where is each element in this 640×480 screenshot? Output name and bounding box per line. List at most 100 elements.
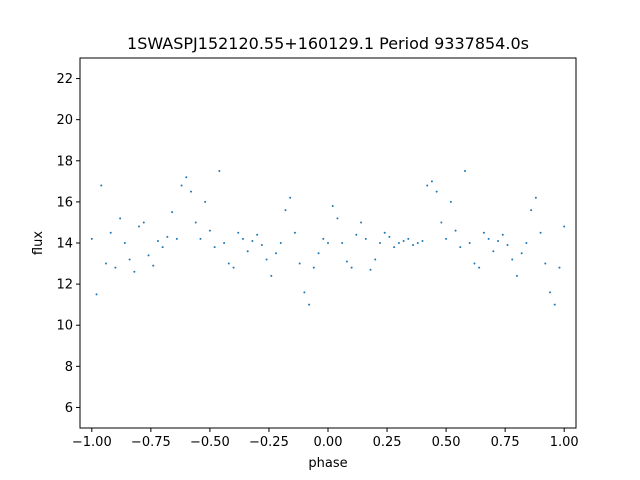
data-point	[364, 237, 367, 240]
data-point	[312, 266, 315, 269]
data-point	[530, 209, 533, 212]
y-tick-label: 8	[65, 360, 73, 375]
data-point	[147, 254, 150, 257]
data-point	[440, 221, 443, 224]
data-point	[128, 258, 131, 261]
data-point	[445, 237, 448, 240]
x-tick-label: 0.25	[373, 435, 402, 450]
data-point	[407, 237, 410, 240]
data-point	[322, 237, 325, 240]
data-point	[90, 237, 93, 240]
data-point	[378, 242, 381, 244]
data-point	[331, 205, 334, 207]
data-point	[426, 184, 429, 187]
data-point	[199, 237, 202, 240]
y-tick-label: 20	[56, 113, 73, 128]
data-point	[95, 293, 98, 296]
data-point	[430, 180, 433, 183]
data-point	[138, 225, 141, 228]
data-point	[317, 252, 320, 255]
data-point	[241, 237, 244, 240]
data-point	[185, 176, 188, 179]
data-point	[166, 235, 169, 238]
data-point	[298, 262, 301, 265]
data-point	[218, 170, 221, 173]
data-point	[114, 266, 117, 269]
data-point	[435, 190, 438, 193]
y-tick-label: 6	[65, 401, 73, 416]
x-tick-label: 0.75	[491, 435, 520, 450]
data-point	[360, 221, 363, 224]
x-tick-label: 1.00	[550, 435, 579, 450]
data-point	[449, 200, 452, 203]
data-point	[171, 211, 174, 214]
data-point	[534, 196, 537, 199]
data-point	[133, 270, 136, 273]
data-point	[303, 291, 306, 294]
data-point	[232, 266, 235, 269]
data-point	[544, 262, 547, 265]
data-point	[492, 250, 495, 253]
x-axis-ticks: −1.00 −0.75 −0.50 −0.25 0.00 0.25 0.50 0.75 1.00	[72, 428, 579, 450]
data-point	[341, 242, 344, 244]
y-tick-label: 14	[56, 237, 73, 252]
data-point	[260, 244, 263, 247]
x-tick-label: 0.50	[432, 435, 461, 450]
data-point	[553, 303, 556, 306]
data-point	[393, 246, 396, 249]
data-point	[336, 217, 339, 220]
y-axis-label: flux	[31, 231, 46, 255]
data-point	[558, 266, 561, 269]
data-point	[279, 242, 282, 244]
data-point	[525, 242, 528, 244]
data-point	[104, 262, 107, 265]
data-point	[190, 190, 193, 193]
data-point	[506, 244, 509, 247]
plot-frame	[79, 57, 577, 429]
y-tick-label: 22	[56, 72, 73, 87]
data-point	[251, 239, 254, 242]
data-point	[459, 246, 462, 249]
data-point	[208, 229, 211, 232]
data-point	[478, 266, 481, 269]
data-point	[454, 229, 457, 232]
data-point	[246, 250, 249, 253]
data-point	[487, 237, 490, 240]
data-point	[511, 258, 514, 261]
data-point	[421, 239, 424, 242]
data-point	[355, 233, 358, 236]
data-point	[345, 260, 348, 263]
y-axis-ticks: 6 8 10 12 14 16 18 20 22	[56, 72, 80, 416]
data-point	[152, 264, 155, 267]
data-point	[213, 246, 216, 249]
chart-title: 1SWASPJ152120.55+160129.1 Period 9337854…	[127, 34, 529, 53]
data-point	[175, 237, 178, 240]
data-point	[265, 258, 268, 261]
y-tick-label: 10	[56, 319, 73, 334]
x-tick-label: −0.75	[131, 435, 171, 450]
data-point	[270, 274, 273, 277]
data-point	[156, 239, 159, 242]
data-point	[327, 242, 329, 244]
x-tick-label: −0.50	[190, 435, 230, 450]
data-point	[501, 233, 504, 236]
data-point	[482, 231, 485, 234]
data-point	[468, 242, 471, 244]
data-point	[100, 184, 103, 187]
data-point	[142, 221, 145, 224]
data-point	[549, 291, 552, 294]
data-point	[293, 231, 296, 234]
x-tick-label: −0.25	[249, 435, 289, 450]
y-tick-label: 16	[56, 195, 73, 210]
data-point	[473, 262, 476, 265]
x-tick-label: −1.00	[72, 435, 112, 450]
data-point	[463, 170, 466, 173]
data-point	[194, 221, 197, 224]
data-point	[350, 266, 353, 269]
data-point	[223, 242, 226, 244]
data-point	[289, 196, 292, 199]
data-point	[204, 200, 207, 203]
data-point	[515, 274, 518, 277]
